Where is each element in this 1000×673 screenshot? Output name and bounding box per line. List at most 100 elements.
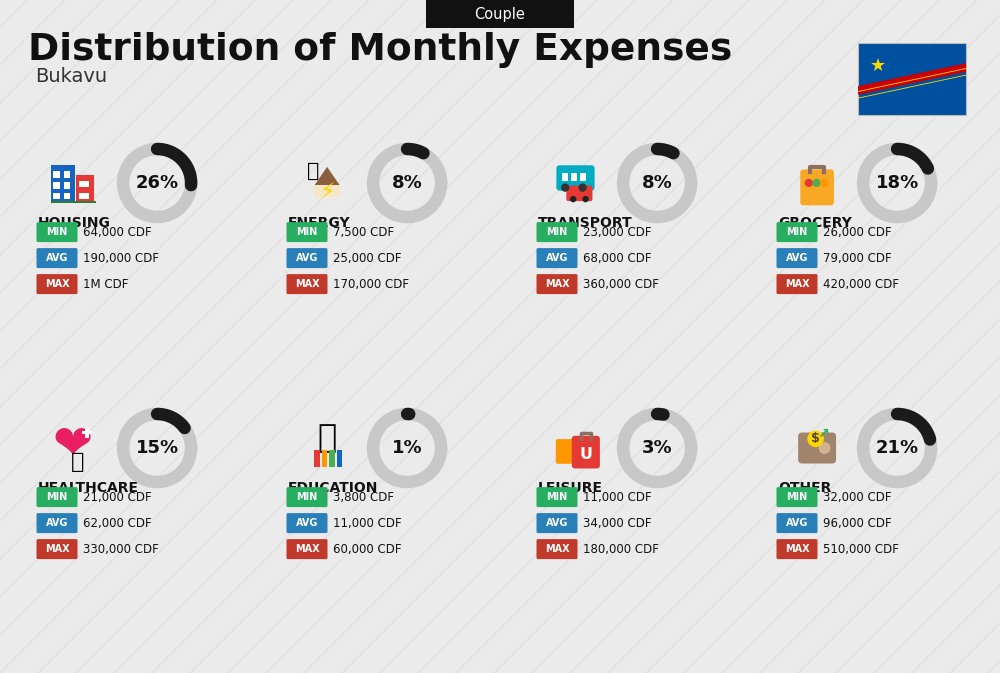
FancyBboxPatch shape <box>287 222 328 242</box>
Text: Distribution of Monthly Expenses: Distribution of Monthly Expenses <box>28 32 732 68</box>
Text: MIN: MIN <box>546 227 568 237</box>
Text: AVG: AVG <box>46 518 68 528</box>
Text: OTHER: OTHER <box>778 481 831 495</box>
FancyBboxPatch shape <box>53 192 60 199</box>
Text: MAX: MAX <box>45 279 69 289</box>
FancyBboxPatch shape <box>571 174 577 181</box>
Text: AVG: AVG <box>46 253 68 263</box>
FancyBboxPatch shape <box>536 513 578 533</box>
Polygon shape <box>314 167 340 185</box>
Text: ENERGY: ENERGY <box>288 215 351 229</box>
Text: 25,000 CDF: 25,000 CDF <box>333 252 402 264</box>
FancyBboxPatch shape <box>36 539 78 559</box>
Text: MAX: MAX <box>295 544 319 554</box>
Text: 11,000 CDF: 11,000 CDF <box>333 517 402 530</box>
Text: 21,000 CDF: 21,000 CDF <box>83 491 152 503</box>
FancyBboxPatch shape <box>36 222 78 242</box>
Text: MAX: MAX <box>545 544 569 554</box>
FancyBboxPatch shape <box>314 185 340 197</box>
Text: AVG: AVG <box>786 253 808 263</box>
Text: HOUSING: HOUSING <box>38 215 111 229</box>
Text: 🎓: 🎓 <box>317 423 337 454</box>
Polygon shape <box>858 75 966 98</box>
Text: 1%: 1% <box>392 439 422 457</box>
Circle shape <box>561 184 569 192</box>
FancyBboxPatch shape <box>85 428 89 438</box>
Text: MAX: MAX <box>295 279 319 289</box>
Text: 32,000 CDF: 32,000 CDF <box>823 491 892 503</box>
Text: 3,800 CDF: 3,800 CDF <box>333 491 394 503</box>
Text: MIN: MIN <box>46 492 68 502</box>
FancyBboxPatch shape <box>556 166 595 190</box>
Text: 🤲: 🤲 <box>70 452 84 472</box>
FancyBboxPatch shape <box>36 248 78 268</box>
FancyBboxPatch shape <box>79 181 89 187</box>
FancyBboxPatch shape <box>337 450 342 467</box>
FancyBboxPatch shape <box>51 165 75 203</box>
Text: MIN: MIN <box>296 227 318 237</box>
Circle shape <box>812 179 821 187</box>
Polygon shape <box>858 63 966 95</box>
FancyBboxPatch shape <box>287 274 328 294</box>
Text: 18%: 18% <box>875 174 919 192</box>
FancyBboxPatch shape <box>51 201 96 203</box>
Text: 180,000 CDF: 180,000 CDF <box>583 542 659 556</box>
FancyBboxPatch shape <box>858 43 966 115</box>
Text: 15%: 15% <box>136 439 179 457</box>
FancyBboxPatch shape <box>64 192 70 199</box>
Text: 170,000 CDF: 170,000 CDF <box>333 277 409 291</box>
Text: 8%: 8% <box>642 174 672 192</box>
FancyBboxPatch shape <box>426 0 574 28</box>
FancyBboxPatch shape <box>329 450 335 467</box>
FancyBboxPatch shape <box>36 274 78 294</box>
Text: 68,000 CDF: 68,000 CDF <box>583 252 652 264</box>
Text: AVG: AVG <box>296 253 318 263</box>
FancyBboxPatch shape <box>64 172 70 178</box>
Text: HEALTHCARE: HEALTHCARE <box>38 481 139 495</box>
Text: 7,500 CDF: 7,500 CDF <box>333 225 394 239</box>
Text: 330,000 CDF: 330,000 CDF <box>83 542 159 556</box>
Text: 21%: 21% <box>876 439 919 457</box>
Text: 64,000 CDF: 64,000 CDF <box>83 225 152 239</box>
FancyBboxPatch shape <box>580 174 586 181</box>
FancyBboxPatch shape <box>36 487 78 507</box>
Text: MIN: MIN <box>786 492 808 502</box>
Text: 1M CDF: 1M CDF <box>83 277 128 291</box>
Circle shape <box>582 196 589 203</box>
FancyBboxPatch shape <box>562 174 568 181</box>
Text: 34,000 CDF: 34,000 CDF <box>583 517 652 530</box>
Text: 3%: 3% <box>642 439 672 457</box>
Text: Bukavu: Bukavu <box>35 67 107 87</box>
FancyBboxPatch shape <box>798 433 836 464</box>
FancyBboxPatch shape <box>566 186 592 201</box>
Text: MIN: MIN <box>786 227 808 237</box>
FancyBboxPatch shape <box>287 248 328 268</box>
FancyBboxPatch shape <box>287 539 328 559</box>
Text: U: U <box>579 447 592 462</box>
Text: 510,000 CDF: 510,000 CDF <box>823 542 899 556</box>
Text: 360,000 CDF: 360,000 CDF <box>583 277 659 291</box>
Text: TRANSPORT: TRANSPORT <box>538 215 633 229</box>
Text: 🔌: 🔌 <box>307 162 319 181</box>
Text: GROCERY: GROCERY <box>778 215 852 229</box>
Text: AVG: AVG <box>786 518 808 528</box>
Text: 23,000 CDF: 23,000 CDF <box>583 225 652 239</box>
FancyBboxPatch shape <box>572 436 600 468</box>
Text: MAX: MAX <box>545 279 569 289</box>
FancyBboxPatch shape <box>776 487 818 507</box>
FancyBboxPatch shape <box>776 222 818 242</box>
FancyBboxPatch shape <box>776 539 818 559</box>
FancyBboxPatch shape <box>79 193 89 199</box>
FancyBboxPatch shape <box>76 175 94 203</box>
FancyBboxPatch shape <box>536 248 578 268</box>
FancyBboxPatch shape <box>287 513 328 533</box>
Circle shape <box>570 196 576 203</box>
Text: MIN: MIN <box>296 492 318 502</box>
Circle shape <box>819 442 831 454</box>
FancyBboxPatch shape <box>322 450 327 467</box>
Text: 60,000 CDF: 60,000 CDF <box>333 542 402 556</box>
Circle shape <box>820 179 828 187</box>
Text: ⚡: ⚡ <box>319 183 335 203</box>
FancyBboxPatch shape <box>776 248 818 268</box>
Text: AVG: AVG <box>546 518 568 528</box>
